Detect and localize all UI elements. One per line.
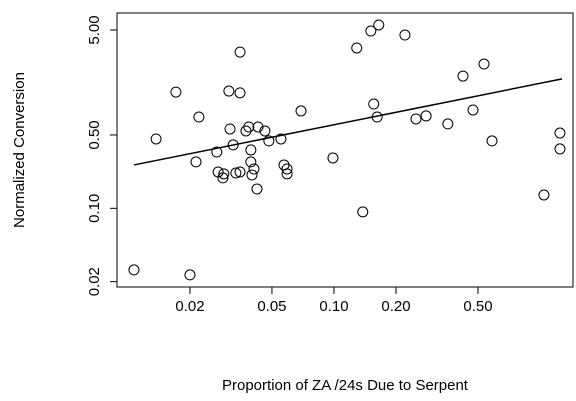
point xyxy=(217,172,229,184)
point xyxy=(420,110,432,122)
point xyxy=(251,183,263,195)
point xyxy=(211,146,223,158)
point xyxy=(486,135,498,147)
point xyxy=(193,111,205,123)
point xyxy=(223,85,235,97)
point xyxy=(248,163,260,175)
point xyxy=(365,25,377,37)
point xyxy=(281,163,293,175)
point xyxy=(252,121,264,133)
point xyxy=(357,206,369,218)
point xyxy=(234,166,246,178)
point xyxy=(467,104,479,116)
point xyxy=(442,118,454,130)
x-axis-label: Proportion of ZA /24s Due to Serpent xyxy=(222,377,469,394)
y-tick-label: 0.02 xyxy=(86,267,103,296)
point xyxy=(554,143,566,155)
x-tick-label: 0.20 xyxy=(381,298,410,315)
point xyxy=(538,189,550,201)
point xyxy=(275,133,287,145)
x-tick-label: 0.02 xyxy=(175,298,204,315)
point xyxy=(224,123,236,135)
y-axis-label: Normalized Conversion xyxy=(11,72,28,228)
y-tick-label: 0.50 xyxy=(86,120,103,149)
point xyxy=(190,156,202,168)
point xyxy=(234,46,246,58)
point xyxy=(230,167,242,179)
point xyxy=(243,121,255,133)
point xyxy=(128,264,140,276)
plot-box xyxy=(116,12,574,288)
point xyxy=(245,156,257,168)
point xyxy=(410,113,422,125)
point xyxy=(263,135,275,147)
x-tick-label: 0.10 xyxy=(319,298,348,315)
point xyxy=(245,144,257,156)
point xyxy=(218,168,230,180)
point xyxy=(327,152,339,164)
point xyxy=(150,133,162,145)
point xyxy=(351,42,363,54)
y-tick-label: 5.00 xyxy=(86,15,103,44)
point xyxy=(184,269,196,281)
point xyxy=(373,19,385,31)
point xyxy=(295,105,307,117)
point xyxy=(259,125,271,137)
point xyxy=(399,29,411,41)
point xyxy=(170,86,182,98)
point xyxy=(234,87,246,99)
point xyxy=(457,70,469,82)
y-tick-label: 0.10 xyxy=(86,194,103,223)
point xyxy=(368,98,380,110)
point xyxy=(554,127,566,139)
x-tick-label: 0.50 xyxy=(463,298,492,315)
regression-line xyxy=(133,78,563,166)
point xyxy=(246,169,258,181)
point xyxy=(227,139,239,151)
x-tick-label: 0.05 xyxy=(257,298,286,315)
point xyxy=(478,58,490,70)
point xyxy=(281,168,293,180)
